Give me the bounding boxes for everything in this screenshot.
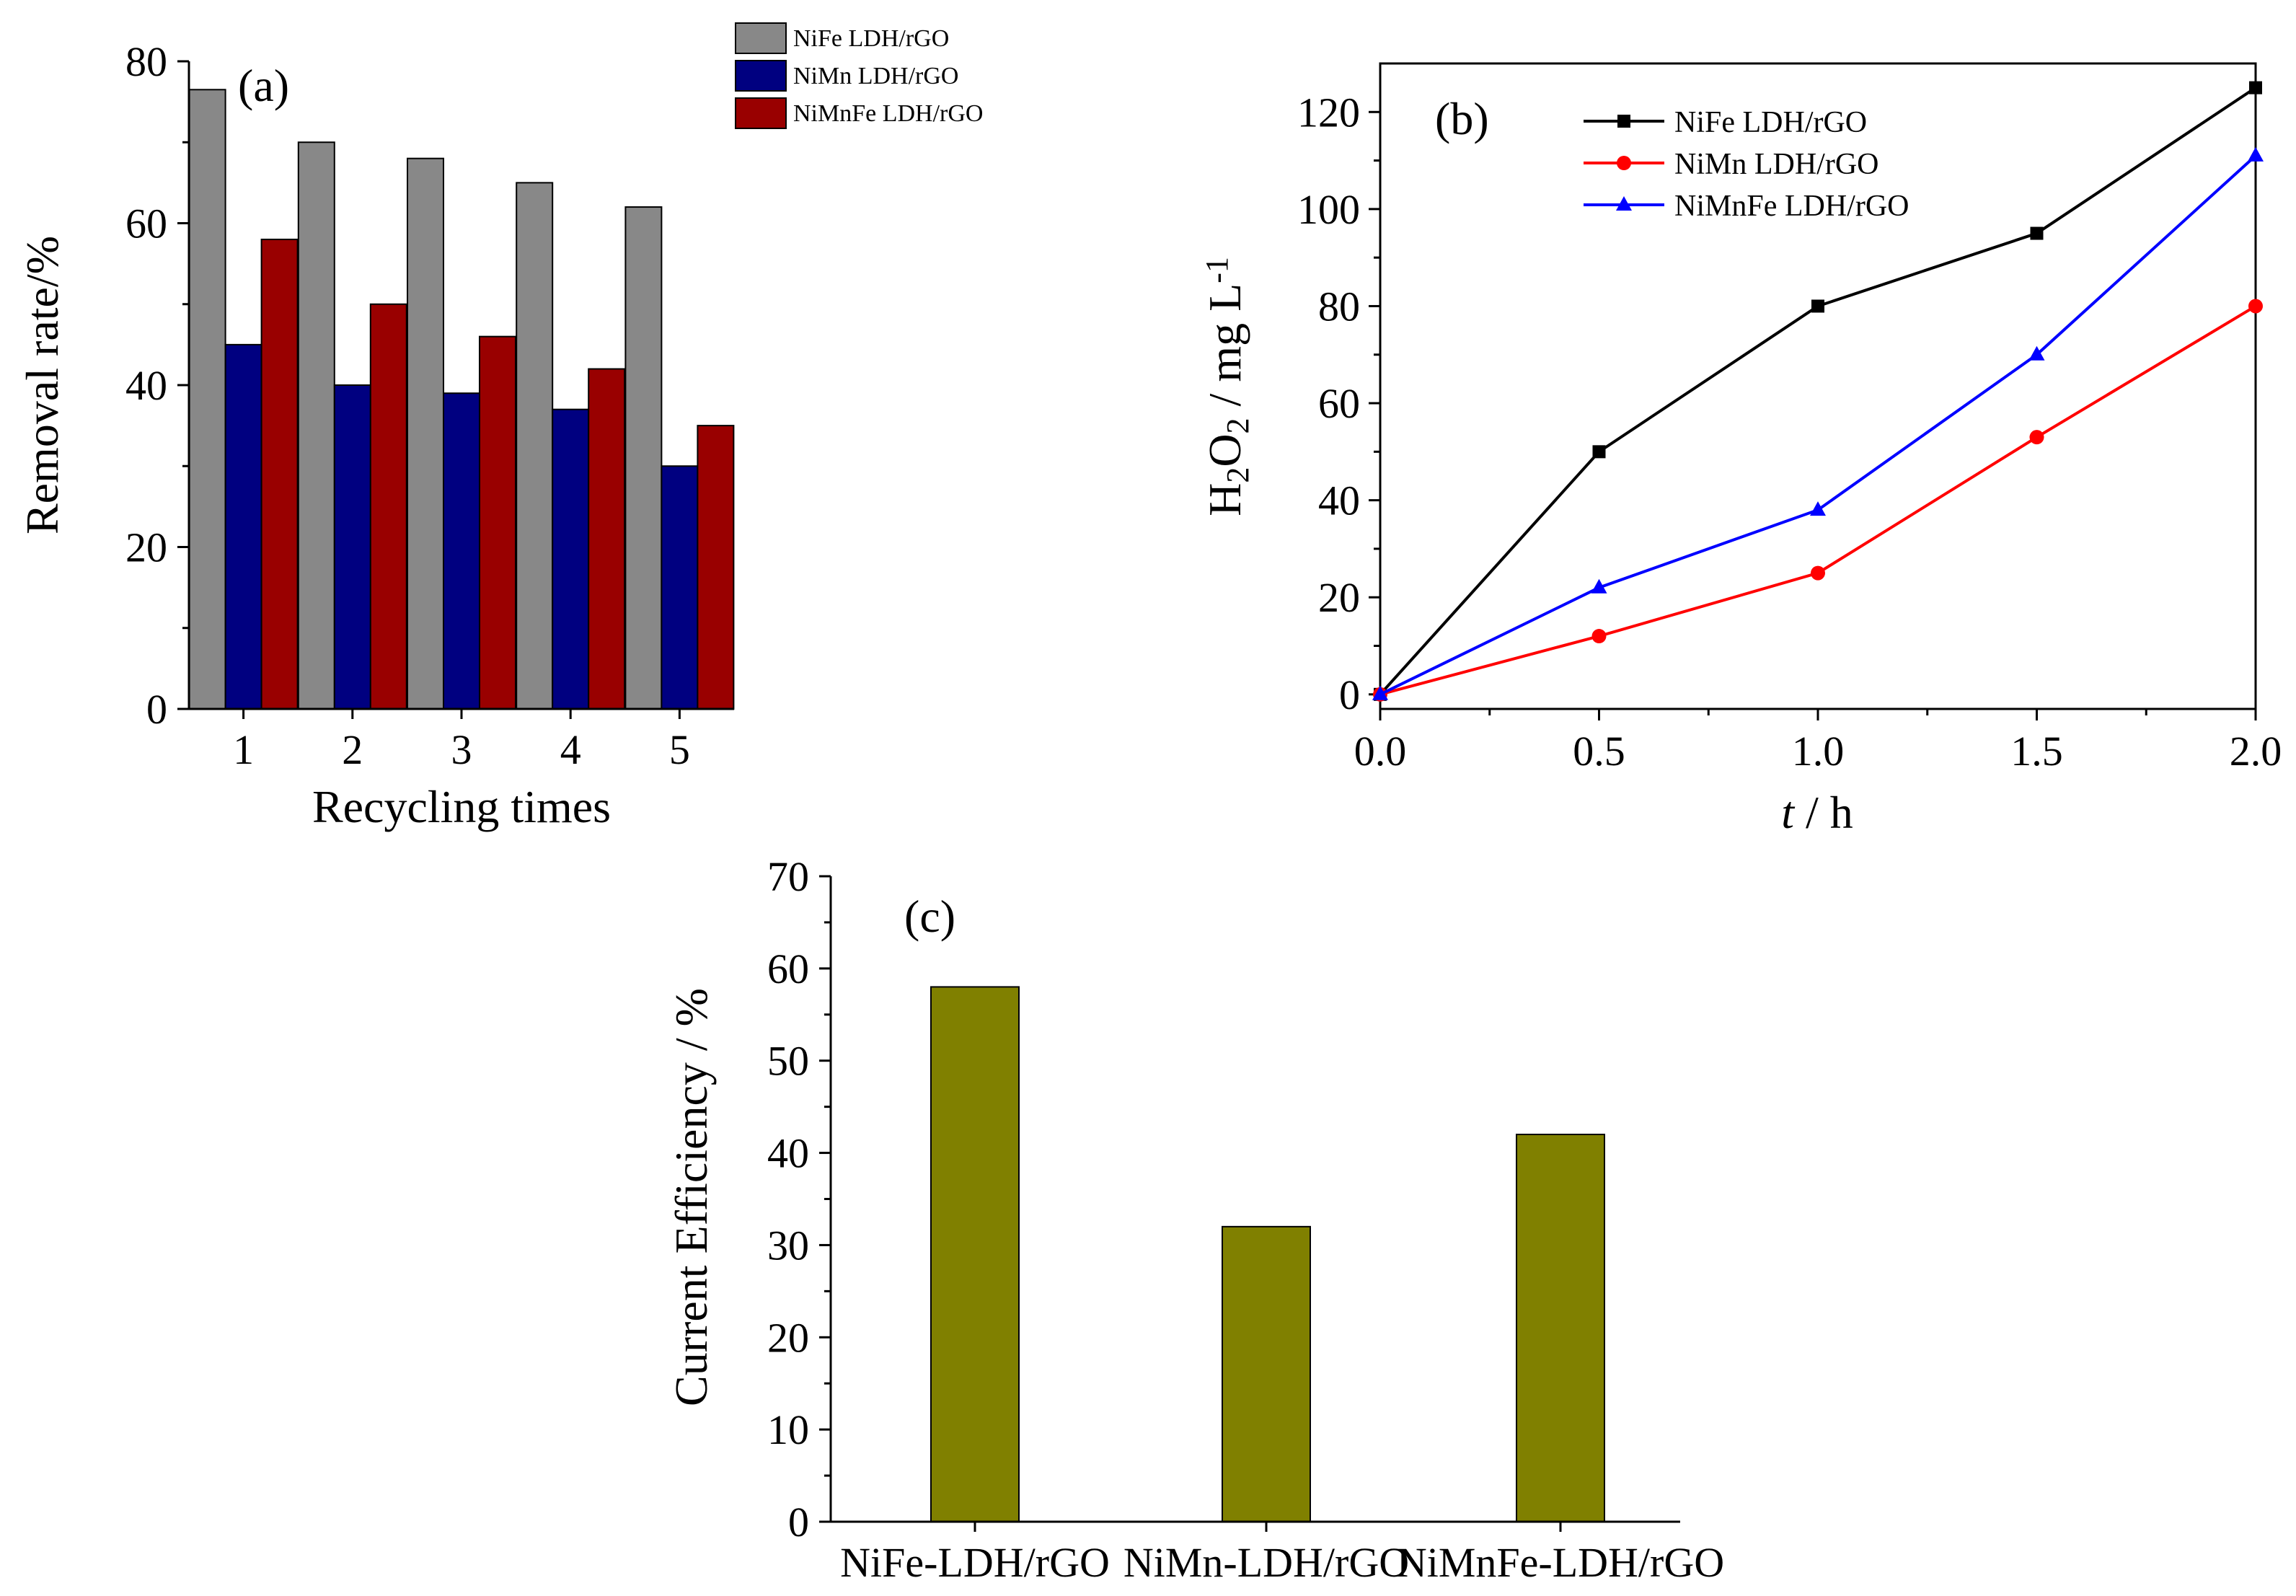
legend-label-nife-ldh-rgo: NiFe LDH/rGO (793, 25, 949, 52)
y-tick-label-120: 120 (1297, 89, 1360, 136)
x-axis-title: Recycling times (312, 781, 611, 832)
series-line-nimnfe-ldh-rgo (1379, 154, 2257, 696)
data-point-nimn-ldh-rgo-0.5 (1591, 629, 1607, 644)
bar-nife-ldh-rgo (930, 986, 1020, 1522)
bar-nimnfe-ldh-rgo-1 (260, 238, 299, 710)
legend-swatch-nimn-ldh-rgo (735, 60, 787, 92)
bar-nife-ldh-rgo-3 (407, 157, 444, 710)
x-tick-label-2.0: 2.0 (2230, 728, 2282, 775)
y-tick-label-0: 0 (146, 686, 167, 733)
data-point-nimn-ldh-rgo-1 (1811, 565, 1825, 581)
y-axis-title-sub-2a: 2 (1220, 467, 1255, 483)
x-axis-title: t / h (1781, 787, 1853, 838)
x-axis-title-variable: t (1781, 787, 1796, 838)
y-tick-label-70: 70 (767, 853, 809, 900)
x-tick-label-5: 5 (669, 726, 690, 773)
legend-label-nimnfe-ldh-rgo: NiMnFe LDH/rGO (1674, 190, 1909, 223)
legend-label-nife-ldh-rgo: NiFe LDH/rGO (1674, 106, 1867, 139)
data-point-nife-ldh-rgo-1.5 (2030, 226, 2044, 240)
y-tick-label-30: 30 (767, 1222, 809, 1269)
y-tick-label-60: 60 (125, 200, 167, 247)
y-tick-label-0: 0 (1339, 671, 1360, 718)
bar-nife-ldh-rgo-1 (188, 89, 226, 710)
legend-marker-nimnfe-ldh-rgo (1616, 196, 1632, 211)
x-tick-label-2: 2 (342, 726, 363, 773)
y-tick-label-100: 100 (1297, 186, 1360, 233)
data-point-nimnfe-ldh-rgo-0.5 (1591, 578, 1607, 594)
x-tick-label-nimnfe-ldh-rgo: NiMnFe-LDH/rGO (1397, 1539, 1724, 1586)
x-tick-label-4: 4 (560, 726, 581, 773)
y-axis-title-unit: / mg L (1199, 283, 1250, 418)
legend-label-nimn-ldh-rgo: NiMn LDH/rGO (793, 63, 958, 89)
bar-nimn-ldh-rgo-4 (552, 408, 590, 710)
y-axis-title-sub-2b: 2 (1220, 418, 1255, 433)
series-line-nimn-ldh-rgo (1379, 304, 2257, 696)
legend-label-nimn-ldh-rgo: NiMn LDH/rGO (1674, 148, 1878, 181)
bar-nimn-ldh-rgo (1222, 1225, 1311, 1523)
y-tick-label-10: 10 (767, 1406, 809, 1453)
x-tick-label-nimn-ldh-rgo: NiMn-LDH/rGO (1123, 1539, 1409, 1586)
bar-nimn-ldh-rgo-3 (443, 392, 480, 710)
y-axis-title: Removal rate/% (17, 236, 68, 534)
x-tick-label-1.5: 1.5 (2010, 728, 2063, 775)
x-tick-label-1.0: 1.0 (1792, 728, 1845, 775)
data-point-nife-ldh-rgo-0.5 (1592, 445, 1606, 459)
x-tick-label-3: 3 (451, 726, 472, 773)
y-axis-title: H2O2 / mg L-1 (1199, 257, 1255, 516)
bar-nimn-ldh-rgo-1 (224, 343, 262, 710)
bar-nimnfe-ldh-rgo (1516, 1134, 1605, 1522)
y-tick-label-0: 0 (788, 1499, 809, 1546)
y-tick-label-50: 50 (767, 1038, 809, 1085)
y-tick-label-40: 40 (1318, 477, 1360, 524)
bar-nife-ldh-rgo-5 (624, 206, 663, 710)
y-tick-label-40: 40 (125, 362, 167, 409)
bar-nife-ldh-rgo-2 (297, 141, 335, 710)
y-tick-label-80: 80 (1318, 283, 1360, 330)
data-point-nimnfe-ldh-rgo-0 (1372, 685, 1388, 700)
bar-nimn-ldh-rgo-5 (661, 465, 699, 710)
bar-nimnfe-ldh-rgo-3 (479, 335, 516, 710)
panel-label-c: (c) (904, 891, 955, 942)
y-tick-label-20: 20 (767, 1314, 809, 1361)
y-tick-label-80: 80 (125, 38, 167, 85)
bar-nimn-ldh-rgo-2 (333, 384, 371, 710)
y-tick-label-20: 20 (1318, 574, 1360, 621)
x-tick-label-1: 1 (233, 726, 254, 773)
data-point-nife-ldh-rgo-1 (1811, 299, 1824, 313)
panel-label-a: (a) (238, 60, 289, 111)
bar-nimnfe-ldh-rgo-2 (369, 303, 407, 710)
panel-a-removal-rate-chart: 1 2 3 4 5 0 20 40 60 80 Recycling times Removal rat… (17, 22, 983, 832)
data-point-nimn-ldh-rgo-1.5 (2029, 430, 2044, 445)
legend-swatch-nimnfe-ldh-rgo (735, 97, 787, 129)
legend-marker-nife-ldh-rgo (1617, 115, 1630, 128)
x-tick-label-nife-ldh-rgo: NiFe-LDH/rGO (840, 1539, 1110, 1586)
legend-swatch-nife-ldh-rgo (735, 22, 787, 54)
bar-nife-ldh-rgo-4 (516, 182, 554, 710)
y-tick-label-20: 20 (125, 524, 167, 571)
x-tick-label-0.5: 0.5 (1573, 728, 1625, 775)
y-axis-title: Current Efficiency / % (666, 988, 717, 1406)
x-axis-title-unit: / h (1794, 787, 1853, 838)
data-point-nife-ldh-rgo-2 (2249, 81, 2262, 94)
data-point-nimnfe-ldh-rgo-1.5 (2028, 345, 2045, 361)
y-tick-label-40: 40 (767, 1130, 809, 1177)
legend-marker-nimn-ldh-rgo (1617, 156, 1631, 170)
data-point-nimnfe-ldh-rgo-2 (2248, 146, 2264, 162)
bar-nimnfe-ldh-rgo-5 (697, 425, 735, 710)
y-tick-label-60: 60 (1318, 380, 1360, 427)
y-axis-title-o: O (1199, 433, 1250, 467)
panel-b-h2o2-chart: 0.0 0.5 1.0 1.5 2.0 0 20 40 60 80 100 120 NiFe LDH/r… (1199, 62, 2282, 838)
legend-label-nimnfe-ldh-rgo: NiMnFe LDH/rGO (793, 100, 983, 127)
data-point-nimn-ldh-rgo-2 (2248, 299, 2263, 314)
panel-label-b: (b) (1435, 93, 1489, 144)
y-axis-title-h: H (1199, 483, 1250, 516)
data-point-nimnfe-ldh-rgo-1 (1810, 501, 1826, 516)
y-axis-title-sup: -1 (1199, 257, 1235, 283)
y-tick-label-60: 60 (767, 945, 809, 992)
bar-nimnfe-ldh-rgo-4 (588, 368, 626, 710)
x-tick-label-0.0: 0.0 (1354, 728, 1407, 775)
